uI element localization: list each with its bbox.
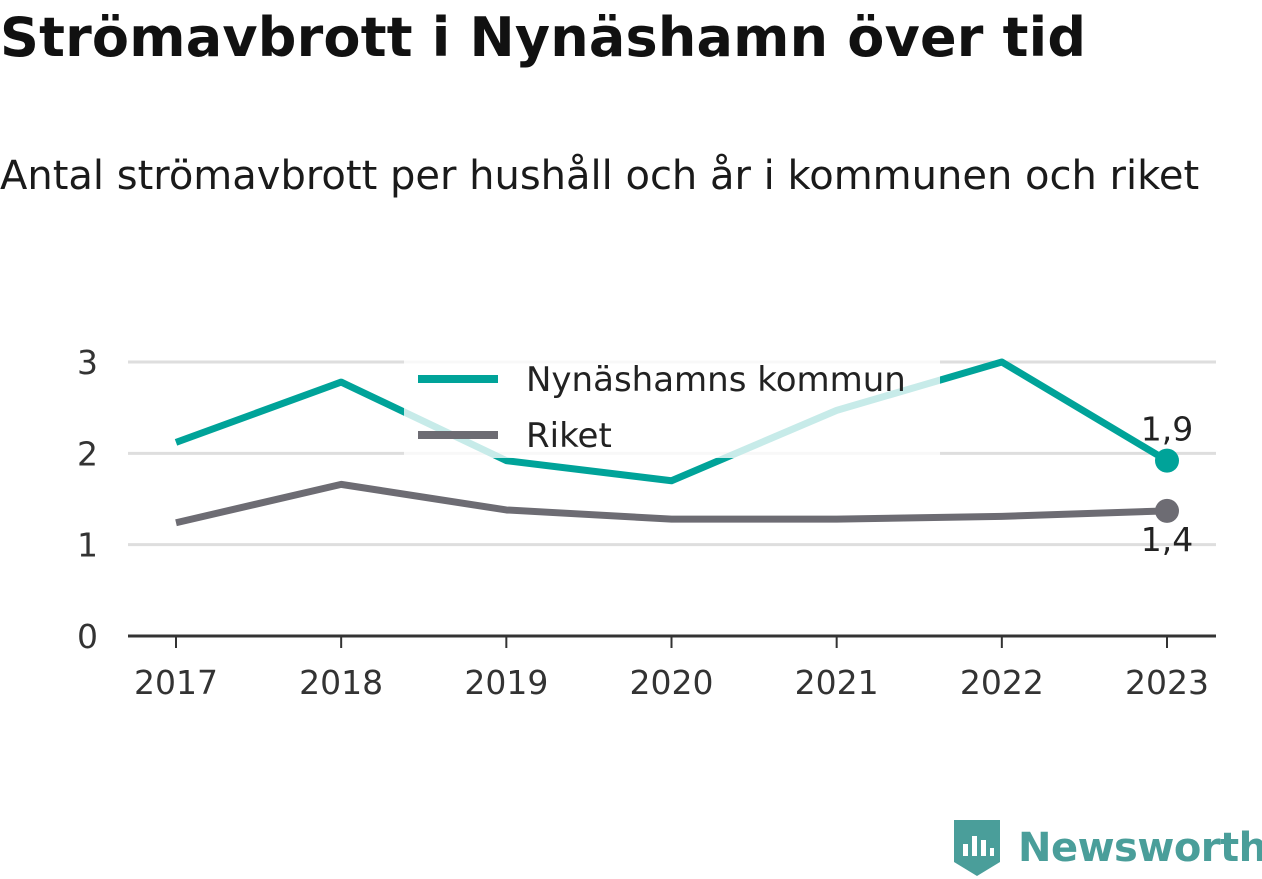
legend-label: Riket bbox=[526, 416, 612, 456]
chart-title: Strömavbrott i Nynäshamn över tid bbox=[0, 6, 1087, 69]
newsworthy-logo-icon bbox=[954, 820, 1000, 876]
end-marker bbox=[1155, 498, 1179, 523]
x-tick-label: 2021 bbox=[795, 663, 879, 702]
x-tick-label: 2022 bbox=[960, 663, 1044, 702]
x-tick-label: 2017 bbox=[134, 663, 218, 702]
y-tick-label: 1 bbox=[77, 526, 98, 565]
y-tick-label: 2 bbox=[77, 434, 98, 473]
chart-subtitle: Antal strömavbrott per hushåll och år i … bbox=[0, 153, 1200, 199]
x-tick-label: 2019 bbox=[464, 663, 548, 702]
end-marker bbox=[1155, 448, 1179, 473]
end-value-label: 1,9 bbox=[1141, 410, 1193, 449]
brand-name: Newsworthy bbox=[1018, 825, 1262, 871]
series-line-riket bbox=[175, 480, 1168, 527]
x-tick-label: 2023 bbox=[1125, 663, 1209, 702]
legend-label: Nynäshamns kommun bbox=[526, 360, 906, 400]
y-tick-label: 3 bbox=[77, 343, 98, 382]
newsworthy-logo: Newsworthy bbox=[952, 818, 1262, 878]
legend-backdrop bbox=[404, 350, 940, 458]
x-tick-label: 2018 bbox=[299, 663, 383, 702]
y-tick-label: 0 bbox=[77, 617, 98, 656]
x-tick-label: 2020 bbox=[630, 663, 714, 702]
end-value-label: 1,4 bbox=[1141, 520, 1193, 559]
series-line-kommun bbox=[174, 358, 1169, 485]
